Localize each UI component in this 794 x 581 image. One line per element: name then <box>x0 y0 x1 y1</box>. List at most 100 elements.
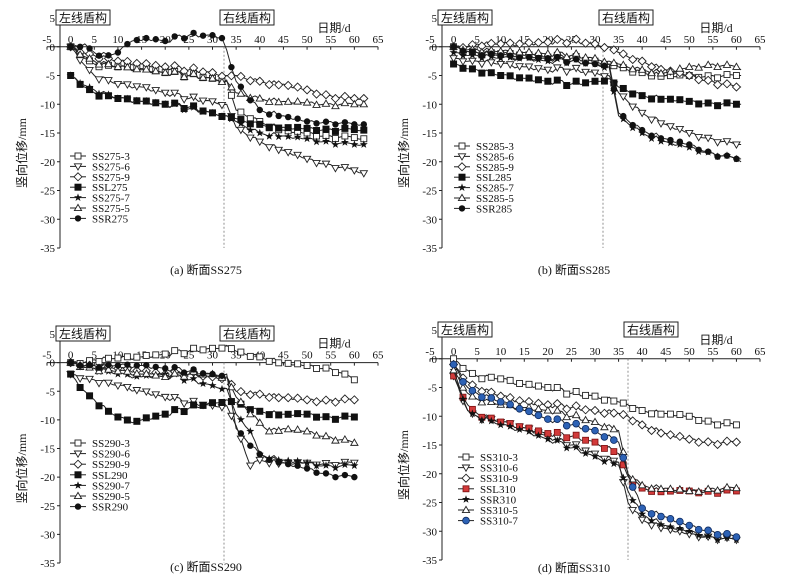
data-point <box>459 364 467 372</box>
data-point <box>506 72 514 80</box>
data-point <box>331 140 340 148</box>
panel-caption: (d) 断面SS310 <box>538 560 610 575</box>
data-point <box>684 62 694 70</box>
data-point <box>67 359 74 366</box>
data-point <box>302 395 312 405</box>
legend-marker <box>462 453 470 461</box>
data-point <box>293 132 302 141</box>
data-point <box>293 97 302 105</box>
data-point <box>322 470 330 477</box>
data-point <box>525 407 533 416</box>
y-tick-label: 0 <box>50 358 56 370</box>
data-point <box>340 164 350 172</box>
data-point <box>341 412 349 420</box>
data-point <box>141 388 151 397</box>
data-point <box>487 69 495 77</box>
data-point <box>524 47 534 55</box>
x-tick-label: 60 <box>731 346 743 358</box>
data-point <box>313 469 320 476</box>
data-point <box>666 67 675 75</box>
data-point <box>198 97 208 106</box>
x-tick-label: 55 <box>325 350 337 362</box>
x-tick-label: 40 <box>637 346 649 358</box>
x-tick-label: 50 <box>302 350 314 362</box>
legend-marker <box>74 152 82 160</box>
data-point <box>349 167 359 175</box>
data-point <box>265 124 273 132</box>
data-point <box>208 108 217 117</box>
data-point <box>449 55 458 63</box>
data-point <box>497 375 505 383</box>
data-point <box>628 103 638 112</box>
legend-label: SSL275 <box>92 182 128 194</box>
y-tick-label: -10 <box>422 411 437 423</box>
data-point <box>562 38 572 48</box>
data-point <box>637 420 647 430</box>
data-point <box>609 58 619 66</box>
data-point <box>684 486 694 495</box>
data-point <box>600 457 609 466</box>
data-point <box>638 126 646 134</box>
data-point <box>313 127 321 135</box>
data-point <box>694 531 703 539</box>
data-point <box>534 431 543 439</box>
data-point <box>506 400 514 409</box>
x-axis-label: 日期/d <box>317 21 350 35</box>
data-point <box>283 97 293 105</box>
x-tick-label: 15 <box>136 350 148 362</box>
data-point <box>459 394 467 403</box>
data-point <box>685 527 694 535</box>
data-point <box>294 115 301 122</box>
data-point <box>284 359 292 367</box>
data-point <box>133 362 141 369</box>
data-point <box>247 442 254 449</box>
data-point <box>152 351 160 359</box>
data-point <box>123 62 132 71</box>
data-point <box>141 64 151 73</box>
data-point <box>227 82 236 91</box>
data-point <box>161 350 169 358</box>
data-point <box>646 425 657 436</box>
data-point <box>675 431 685 442</box>
data-point <box>609 424 619 433</box>
data-point <box>86 362 93 369</box>
data-point <box>543 66 553 75</box>
data-point <box>322 118 330 125</box>
data-point <box>516 54 523 61</box>
y-axis-label: 竖向位移/mm <box>396 117 411 188</box>
data-point <box>552 34 562 45</box>
data-point <box>340 435 350 443</box>
data-point <box>123 367 132 375</box>
data-point <box>581 424 590 433</box>
x-tick-label: 0 <box>68 34 74 46</box>
data-point <box>245 76 255 86</box>
legend-marker <box>73 163 83 171</box>
data-point <box>591 438 599 446</box>
data-point <box>647 116 656 125</box>
data-point <box>581 449 590 457</box>
left-shield-label: 左线盾构 <box>59 326 107 341</box>
series-SS275-9 <box>66 42 369 104</box>
data-point <box>590 39 600 49</box>
data-point <box>123 383 132 392</box>
data-point <box>255 128 264 137</box>
data-point <box>543 435 552 443</box>
legend-marker <box>461 464 471 473</box>
series-SS310-9 <box>448 359 742 450</box>
data-point <box>105 361 112 369</box>
data-point <box>552 64 562 72</box>
data-point <box>562 68 572 77</box>
data-point <box>647 510 656 518</box>
data-point <box>104 77 113 85</box>
legend-label: SS275-6 <box>92 161 130 173</box>
data-point <box>703 134 713 143</box>
data-point <box>656 484 666 492</box>
data-point <box>534 411 543 420</box>
data-point <box>572 388 580 395</box>
data-point <box>208 381 217 389</box>
data-point <box>303 465 311 472</box>
data-point <box>562 412 572 421</box>
data-point <box>468 391 477 400</box>
data-point <box>180 376 189 384</box>
data-point <box>265 357 273 365</box>
